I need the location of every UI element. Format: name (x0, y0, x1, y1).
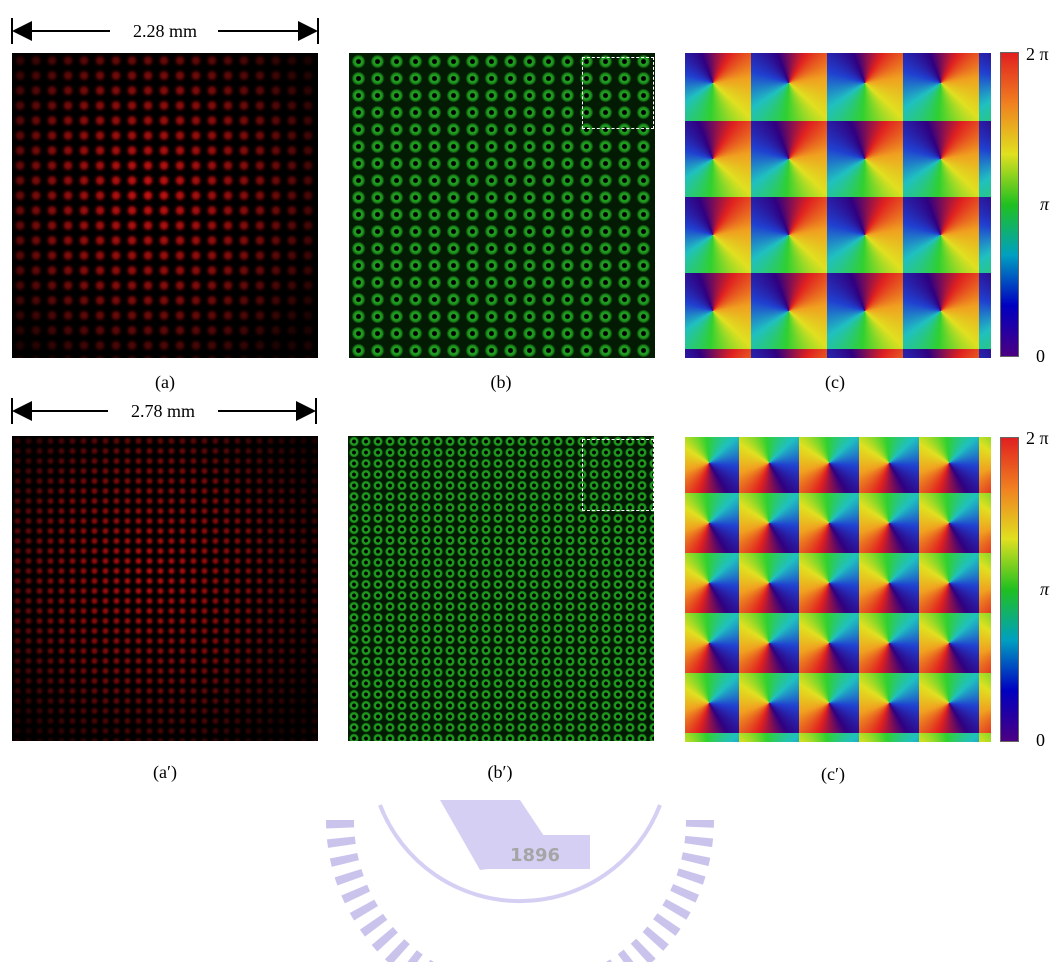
panel-label: (c′) (821, 764, 845, 785)
overlay: 2.28 mm (a) (b) (c) 2 π π 0 2.78 mm (a′)… (0, 0, 1064, 962)
colorbar-label: π (1040, 194, 1050, 214)
watermark: 1896 (340, 800, 700, 962)
panel-label: (b′) (488, 762, 513, 783)
panel-label: (a) (155, 372, 175, 393)
scale-label: 2.78 mm (131, 401, 195, 421)
colorbar-label: 2 π (1026, 428, 1049, 448)
colorbar-label: 0 (1036, 730, 1045, 750)
colorbar-label: 2 π (1026, 44, 1049, 64)
figure: 2.28 mm (a) (b) (c) 2 π π 0 2.78 mm (a′)… (0, 0, 1064, 962)
scale-label: 2.28 mm (133, 21, 197, 41)
colorbar-label: 0 (1036, 346, 1045, 366)
colorbar-label: π (1040, 579, 1050, 599)
panel-label: (c) (825, 372, 845, 393)
panel-label: (b) (491, 372, 512, 393)
panel-label: (a′) (153, 762, 177, 783)
watermark-text: 1896 (510, 845, 560, 866)
